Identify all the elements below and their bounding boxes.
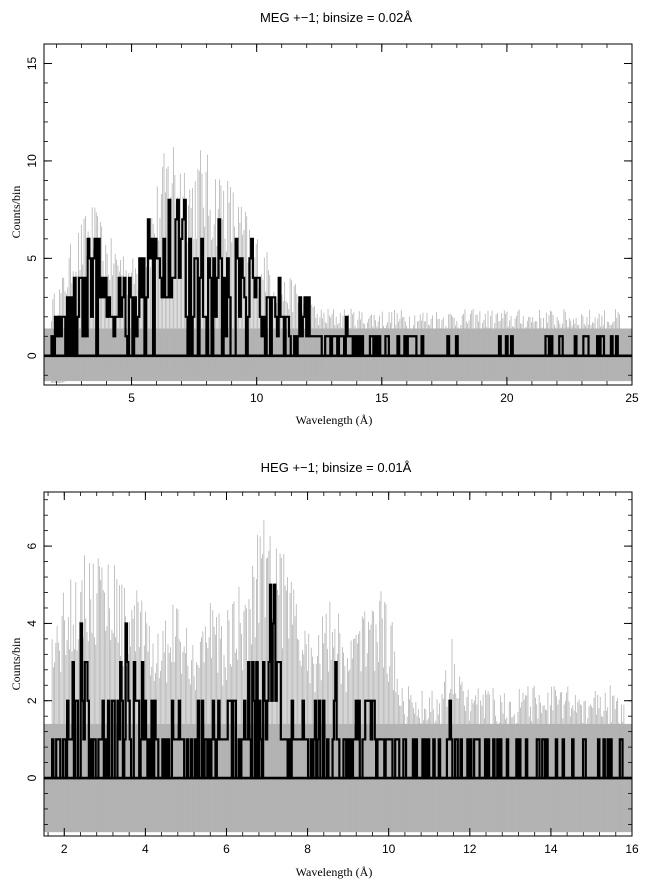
meg-y-tick-label: 10 xyxy=(25,154,39,168)
heg-y-tick-label: 0 xyxy=(25,774,39,781)
heg-error-band xyxy=(44,520,632,833)
heg-title: HEG +−1; binsize = 0.01Å xyxy=(261,460,412,475)
heg-x-tick-label: 14 xyxy=(544,842,558,856)
meg-x-tick-label: 15 xyxy=(375,391,389,405)
heg-x-tick-label: 8 xyxy=(304,842,311,856)
meg-plot-area: 5 10 15 20 25 0 5 10 15 xyxy=(25,43,639,405)
heg-y-tick-label: 2 xyxy=(25,697,39,704)
heg-frame xyxy=(43,491,633,837)
meg-frame xyxy=(43,43,633,386)
heg-axes: 2 4 6 8 10 12 14 16 0 2 4 6 xyxy=(25,492,639,856)
heg-x-tick-label: 2 xyxy=(61,842,68,856)
heg-x-tick-label: 4 xyxy=(142,842,149,856)
heg-y-tick-label: 6 xyxy=(25,542,39,549)
meg-x-tick-label: 25 xyxy=(625,391,639,405)
heg-x-tick-label: 12 xyxy=(463,842,477,856)
heg-x-tick-label: 16 xyxy=(625,842,639,856)
heg-plot-area: 2 4 6 8 10 12 14 16 0 2 4 6 xyxy=(25,492,639,856)
meg-y-tick-label: 5 xyxy=(25,255,39,262)
meg-x-tick-label: 10 xyxy=(250,391,264,405)
meg-y-tick-label: 0 xyxy=(25,352,39,359)
meg-counts-line xyxy=(50,198,632,357)
meg-y-axis-label: Counts/bin xyxy=(9,186,23,239)
heg-x-tick-label: 6 xyxy=(223,842,230,856)
meg-y-tick-label: 15 xyxy=(25,56,39,70)
heg-y-tick-label: 4 xyxy=(25,620,39,627)
meg-x-tick-label: 20 xyxy=(500,391,514,405)
meg-x-tick-label: 5 xyxy=(128,391,135,405)
heg-panel: HEG +−1; binsize = 0.01Å 2 4 6 8 10 12 14 16 0 2 4… xyxy=(9,460,639,879)
heg-y-axis-label: Counts/bin xyxy=(9,638,23,691)
heg-x-axis-label: Wavelength (Å) xyxy=(296,865,373,879)
meg-panel: MEG +−1; binsize = 0.02Å 5 10 15 20 25 0 5 10 15… xyxy=(9,10,639,427)
meg-title: MEG +−1; binsize = 0.02Å xyxy=(260,10,412,25)
heg-x-tick-label: 10 xyxy=(382,842,396,856)
meg-x-axis-label: Wavelength (Å) xyxy=(296,413,373,427)
